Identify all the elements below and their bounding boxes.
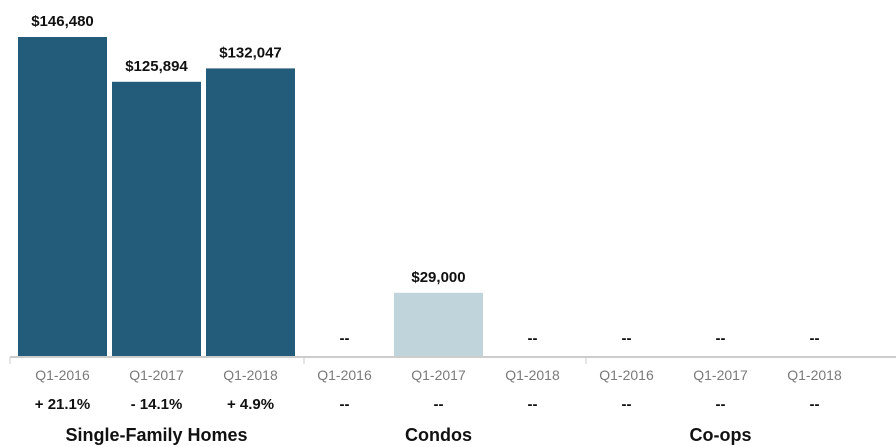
bar-single-family-homes-q1-2016 <box>18 37 107 356</box>
change-label: -- <box>340 396 350 413</box>
value-label-empty: -- <box>810 330 820 347</box>
change-label: + 21.1% <box>35 396 90 413</box>
value-label: $29,000 <box>411 269 465 286</box>
value-label-empty: -- <box>622 330 632 347</box>
tick-label: Q1-2018 <box>787 367 842 383</box>
tick-label: Q1-2016 <box>35 367 90 383</box>
value-label-empty: -- <box>716 330 726 347</box>
group-label: Co-ops <box>690 425 752 445</box>
tick-label: Q1-2016 <box>599 367 654 383</box>
change-label: -- <box>716 396 726 413</box>
value-label-empty: -- <box>528 330 538 347</box>
tick-labels-layer: Q1-2016 Q1-2017 Q1-2018 Q1-2016 Q1-2017 Q1-20… <box>35 367 842 383</box>
tick-label: Q1-2016 <box>317 367 372 383</box>
value-label: $146,480 <box>31 13 94 30</box>
change-label: -- <box>810 396 820 413</box>
change-label: + 4.9% <box>227 396 274 413</box>
tick-label: Q1-2018 <box>223 367 278 383</box>
group-label: Single-Family Homes <box>65 425 247 445</box>
tick-label: Q1-2018 <box>505 367 560 383</box>
change-labels-layer: + 21.1% - 14.1% + 4.9% -- -- -- -- -- -- <box>35 396 820 413</box>
change-label: -- <box>622 396 632 413</box>
change-label: -- <box>434 396 444 413</box>
tick-label: Q1-2017 <box>693 367 748 383</box>
x-axis <box>9 356 896 364</box>
value-label: $125,894 <box>125 58 188 75</box>
tick-label: Q1-2017 <box>129 367 184 383</box>
value-label: $132,047 <box>219 44 282 61</box>
bar-single-family-homes-q1-2018 <box>206 68 295 357</box>
change-label: -- <box>528 396 538 413</box>
bar-single-family-homes-q1-2017 <box>112 81 201 357</box>
group-label: Condos <box>405 425 472 445</box>
change-label: - 14.1% <box>131 396 183 413</box>
bars-layer <box>18 37 483 357</box>
tick-label: Q1-2017 <box>411 367 466 383</box>
bar-condos-q1-2017 <box>394 292 483 356</box>
value-labels-layer: $146,480 $125,894 $132,047 -- $29,000 -- -- -- -… <box>31 13 819 347</box>
value-label-empty: -- <box>340 330 350 347</box>
group-labels-layer: Single-Family Homes Condos Co-ops <box>65 425 751 445</box>
